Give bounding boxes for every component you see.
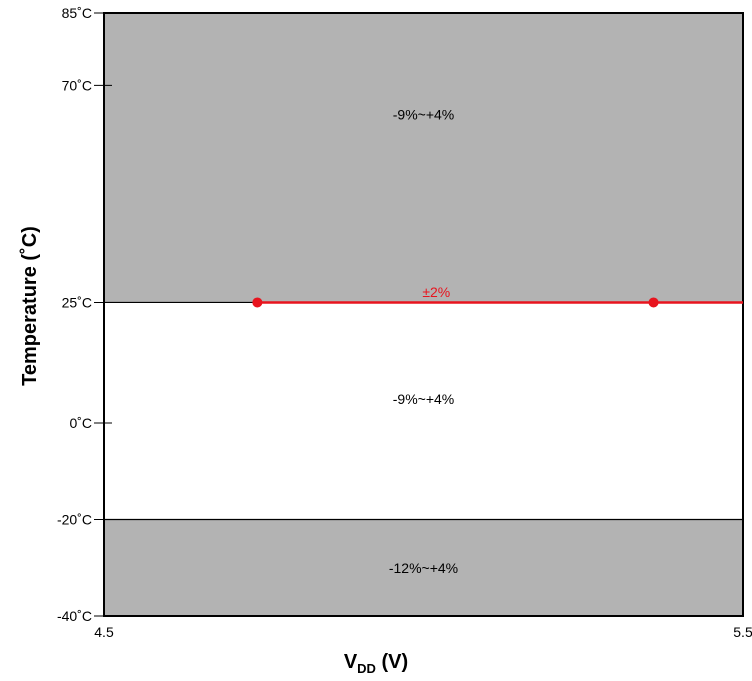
highlight-point [252, 297, 263, 308]
region-label-lower: -12%~+4% [389, 560, 458, 576]
y-tick-label: -40˚C [57, 608, 92, 624]
plot-frame [103, 12, 744, 617]
region-upper [104, 13, 743, 303]
y-tick-label: -20˚C [57, 512, 92, 528]
y-tick-label: 0˚C [69, 415, 92, 431]
region-labels: -9%~+4% -9%~+4% -12%~+4% [389, 106, 458, 575]
x-axis-title: VDD (V) [344, 651, 408, 676]
x-axis: 4.5 5.5 [94, 624, 752, 640]
highlight-label: ±2% [422, 284, 450, 300]
x-axis-title-main: V [344, 651, 358, 673]
y-tick-label: 25˚C [62, 294, 92, 310]
y-axis-title: Temperature (˚C) [18, 226, 41, 386]
region-label-upper: -9%~+4% [393, 106, 454, 122]
x-axis-title-subscript: DD [357, 661, 376, 676]
y-tick-label: 85˚C [62, 5, 92, 21]
y-tick-label: 70˚C [62, 77, 92, 93]
highlight-point [648, 297, 659, 308]
highlight-series: ±2% [252, 284, 743, 308]
regions-layer [104, 13, 743, 616]
region-middle [104, 302, 743, 520]
x-tick-label: 5.5 [733, 624, 752, 640]
region-lower [104, 519, 743, 616]
x-tick-label: 4.5 [94, 624, 114, 640]
region-label-middle: -9%~+4% [393, 391, 454, 407]
x-axis-title-unit: (V) [376, 651, 408, 673]
y-axis: 85˚C 70˚C 25˚C 0˚C -20˚C -40˚C [57, 5, 112, 624]
